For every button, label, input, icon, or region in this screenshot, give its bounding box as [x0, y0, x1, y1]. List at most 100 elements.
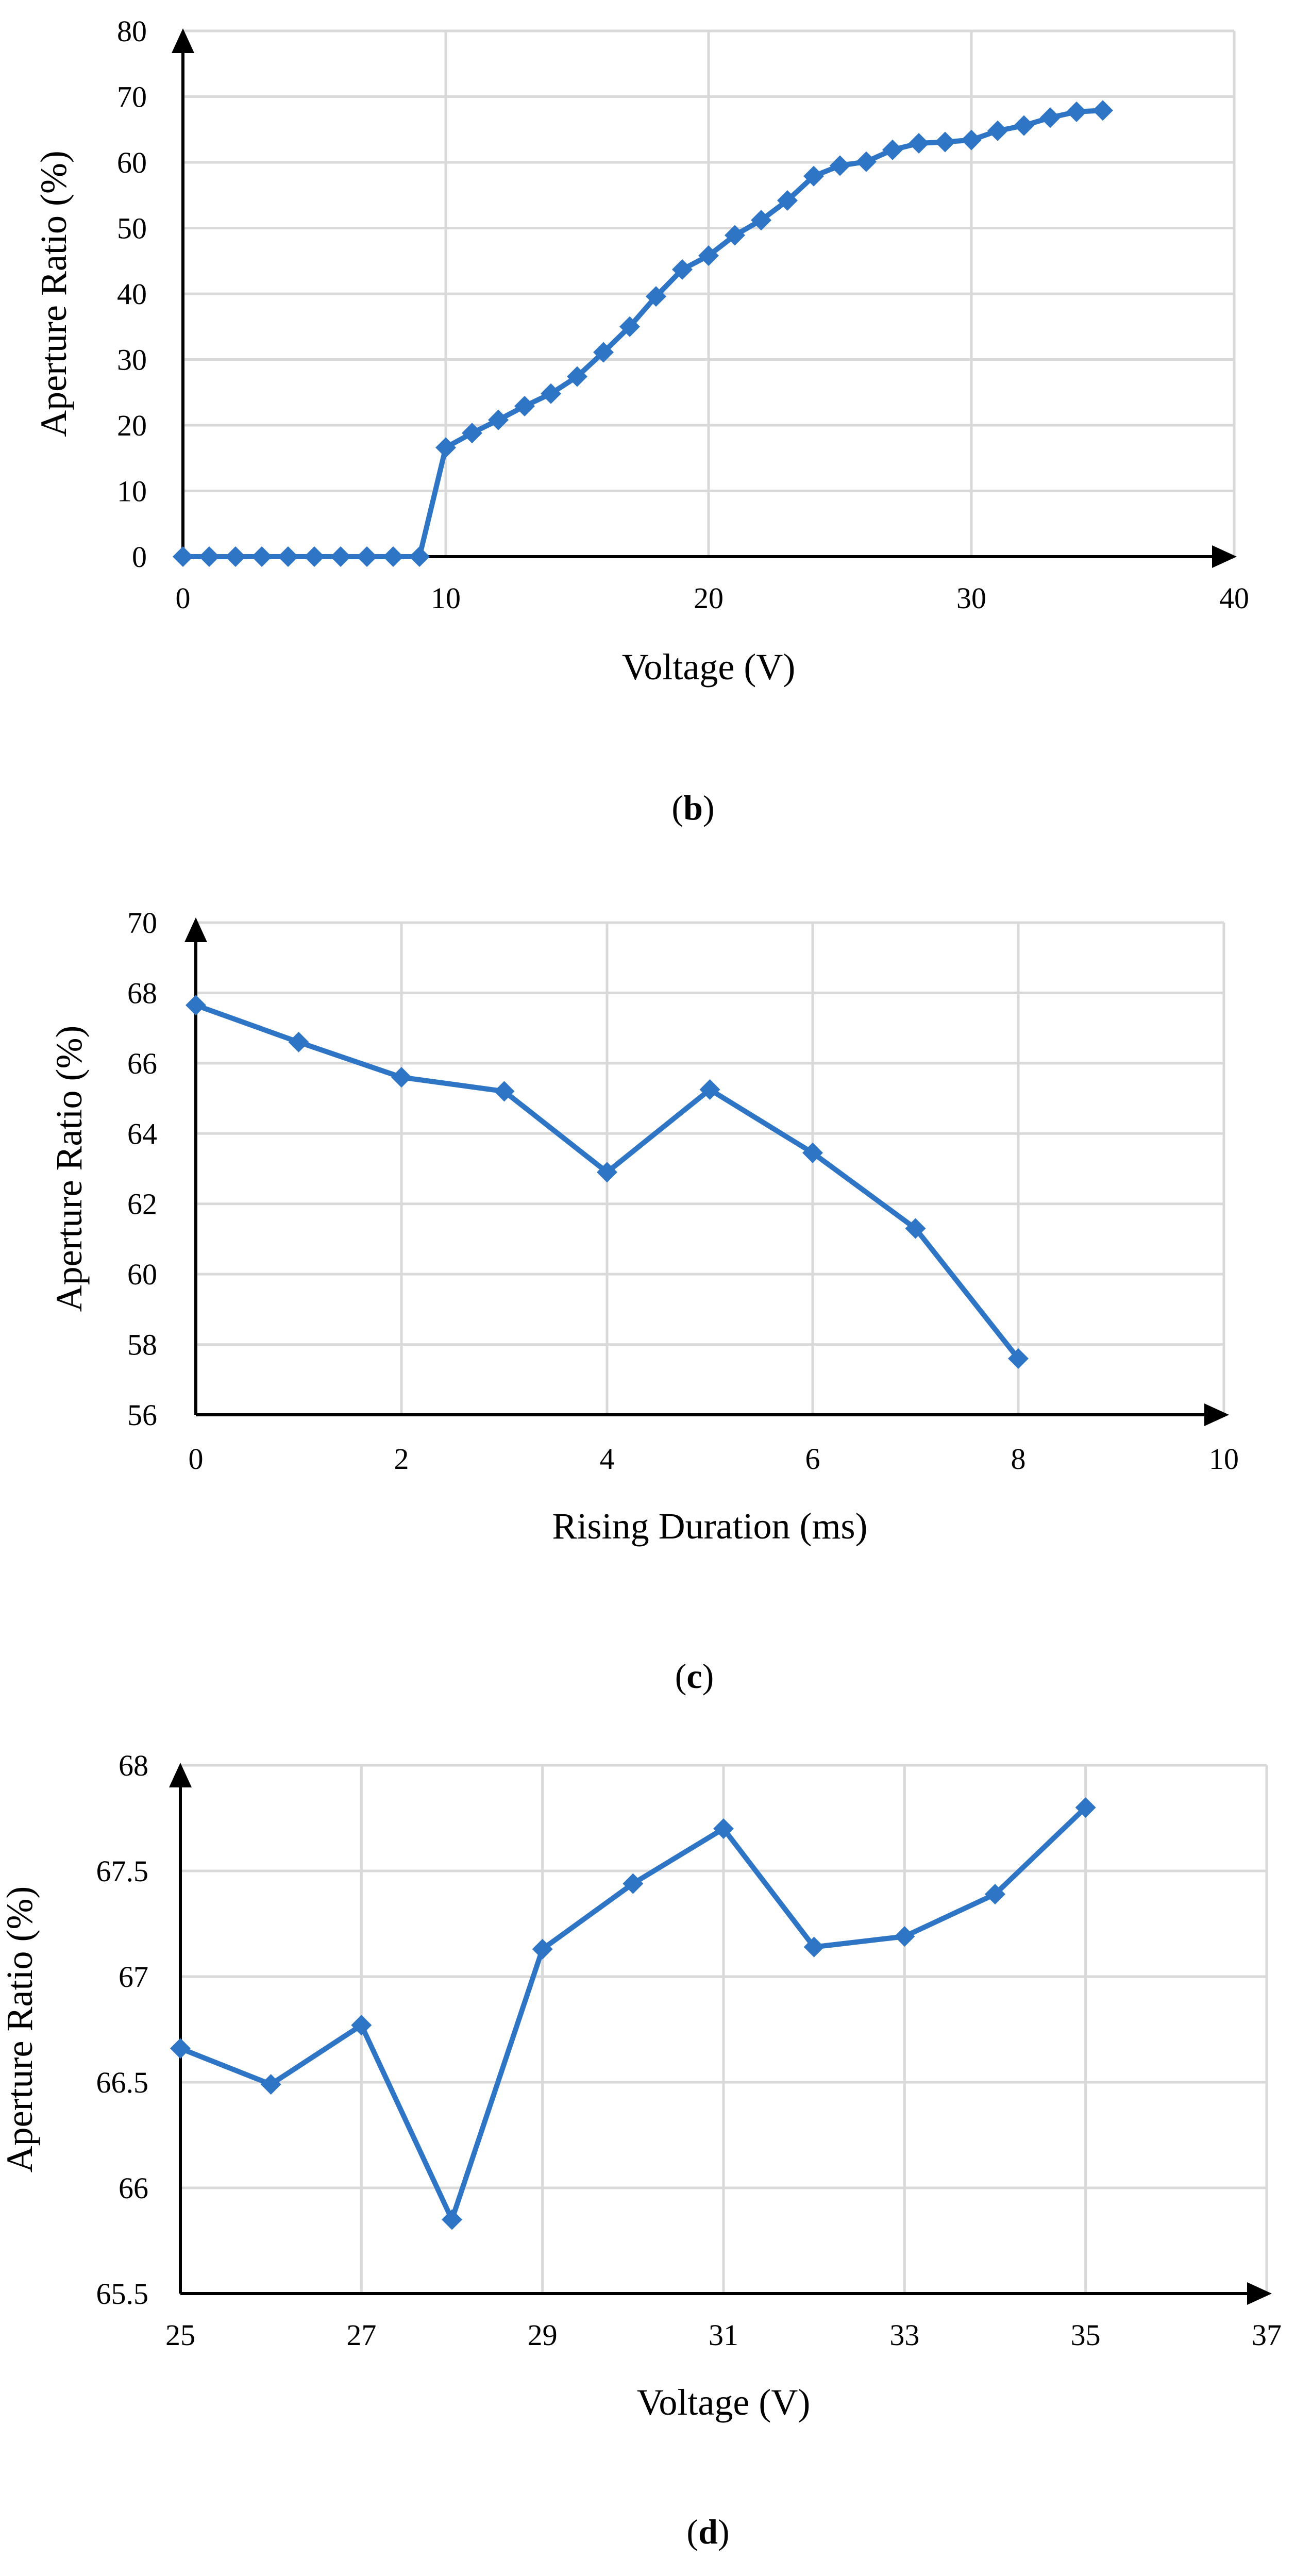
data-point-marker: [802, 1142, 823, 1163]
panel-caption: (c): [675, 1657, 714, 1696]
y-tick-label: 50: [117, 212, 147, 245]
x-axis-arrow: [1204, 1403, 1229, 1426]
y-tick-label: 20: [117, 409, 147, 442]
y-tick-label: 58: [127, 1328, 157, 1362]
panel-label: b: [683, 788, 703, 827]
data-point-marker: [698, 245, 719, 266]
data-point-marker: [909, 133, 929, 154]
x-tick-label: 2: [394, 1442, 409, 1476]
data-point-marker: [856, 151, 877, 172]
data-point-marker: [391, 1067, 412, 1088]
data-point-marker: [173, 546, 193, 567]
x-tick-label: 6: [805, 1442, 820, 1476]
y-axis-arrow: [184, 917, 207, 942]
data-point-marker: [225, 546, 246, 567]
data-point-marker: [435, 437, 456, 458]
data-point-marker: [488, 409, 509, 430]
data-point-marker: [351, 2015, 372, 2036]
panel-label: d: [698, 2512, 718, 2551]
data-point-marker: [260, 2074, 281, 2095]
x-tick-label: 25: [165, 2318, 195, 2352]
y-axis-title: Aperture Ratio (%): [0, 1886, 40, 2173]
data-point-marker: [1008, 1348, 1029, 1369]
x-axis-title: Voltage (V): [637, 2382, 811, 2423]
y-tick-label: 67: [119, 1960, 148, 1994]
data-point-marker: [646, 286, 666, 307]
data-point-marker: [1040, 107, 1061, 128]
x-tick-label: 0: [176, 581, 191, 615]
y-tick-label: 60: [117, 146, 147, 179]
data-point-marker: [1092, 100, 1113, 121]
panel-caption: (d): [686, 2512, 729, 2551]
data-point-marker: [713, 1818, 734, 1839]
data-point-marker: [830, 155, 850, 176]
data-point-marker: [186, 995, 206, 1016]
data-point-marker: [672, 259, 693, 280]
data-point-marker: [803, 1936, 825, 1958]
x-tick-label: 29: [528, 2318, 558, 2352]
y-tick-label: 70: [117, 80, 147, 114]
data-point-marker: [330, 546, 351, 567]
x-tick-label: 8: [1011, 1442, 1026, 1476]
data-point-marker: [623, 1873, 644, 1894]
x-tick-label: 35: [1071, 2318, 1101, 2352]
data-point-marker: [935, 131, 955, 153]
x-tick-label: 10: [1209, 1442, 1239, 1476]
x-axis-title: Rising Duration (ms): [552, 1506, 868, 1547]
y-tick-label: 0: [132, 540, 147, 574]
y-tick-label: 56: [127, 1398, 157, 1432]
data-point-marker: [882, 139, 903, 160]
x-tick-label: 27: [346, 2318, 376, 2352]
data-point-marker: [987, 120, 1008, 141]
y-tick-label: 70: [127, 906, 157, 940]
y-tick-label: 66.5: [96, 2066, 149, 2099]
x-tick-label: 4: [600, 1442, 615, 1476]
data-point-marker: [894, 1926, 915, 1947]
y-tick-label: 65.5: [96, 2277, 149, 2311]
y-tick-label: 10: [117, 475, 147, 508]
data-point-marker: [357, 546, 377, 567]
data-point-marker: [619, 316, 640, 337]
data-point-marker: [288, 1031, 309, 1052]
y-tick-label: 64: [127, 1117, 157, 1150]
data-point-marker: [304, 546, 325, 567]
y-axis-arrow: [172, 28, 194, 53]
data-point-marker: [905, 1218, 926, 1239]
data-point-marker: [442, 2209, 462, 2230]
data-point-marker: [593, 342, 614, 363]
data-point-marker: [1066, 101, 1087, 122]
data-point-marker: [725, 225, 745, 246]
x-tick-label: 37: [1252, 2318, 1282, 2352]
x-axis-arrow: [1212, 545, 1237, 568]
y-tick-label: 40: [117, 277, 147, 311]
data-point-marker: [541, 383, 561, 404]
data-point-marker: [494, 1081, 515, 1102]
panel-label: c: [686, 1657, 702, 1696]
data-point-marker: [597, 1162, 617, 1183]
y-axis-title: Aperture Ratio (%): [48, 1026, 90, 1312]
data-point-marker: [199, 546, 220, 567]
x-tick-label: 31: [709, 2318, 738, 2352]
panel-caption: (b): [671, 788, 714, 827]
x-tick-label: 0: [189, 1442, 204, 1476]
x-tick-label: 20: [694, 581, 724, 615]
data-point-marker: [170, 2038, 191, 2059]
series-line: [178, 1805, 1088, 2222]
y-tick-label: 60: [127, 1258, 157, 1291]
y-tick-label: 66: [127, 1047, 157, 1080]
chart-panel-b: 0 10 20 30 40 50 60 70 80 0 10 20 30 40 Voltage (V) Ape…: [33, 14, 1249, 827]
y-tick-label: 68: [119, 1749, 148, 1782]
x-axis-arrow: [1247, 2282, 1272, 2305]
y-tick-label: 67.5: [96, 1854, 149, 1888]
data-point-marker: [251, 546, 272, 567]
data-point-marker: [1014, 115, 1034, 136]
data-point-marker: [383, 546, 403, 567]
x-tick-label: 10: [431, 581, 461, 615]
y-tick-label: 66: [119, 2171, 148, 2205]
data-point-marker: [409, 546, 430, 567]
data-point-marker: [567, 366, 587, 387]
data-point-marker: [751, 210, 771, 231]
data-point-marker: [278, 546, 298, 567]
